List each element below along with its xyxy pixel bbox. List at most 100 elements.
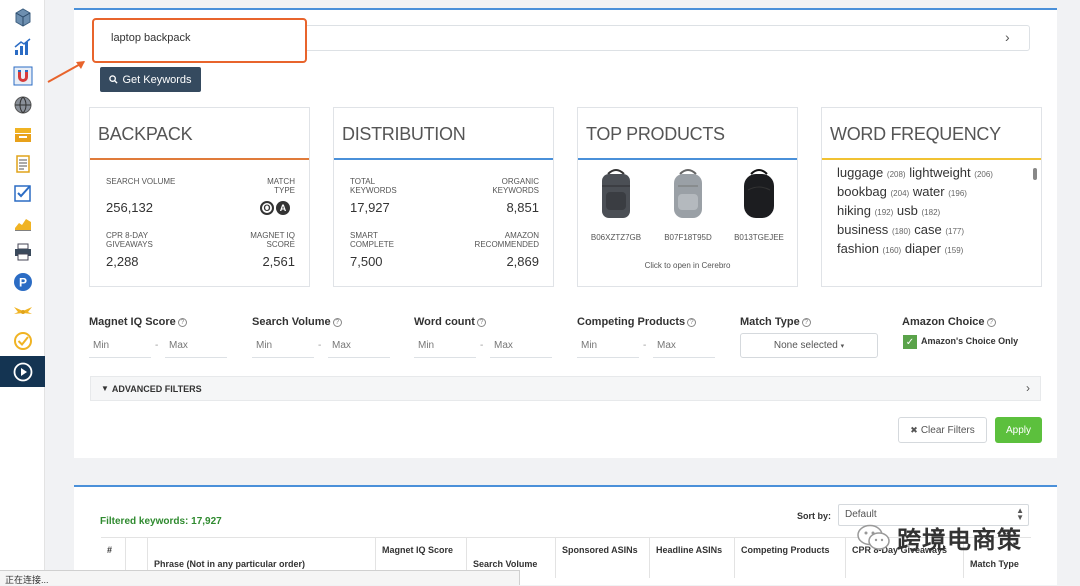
help-icon[interactable]: ? — [476, 318, 486, 327]
line-chart-icon — [14, 218, 31, 231]
column-header[interactable]: Magnet IQ Score — [375, 538, 466, 578]
product-item[interactable]: B06XZTZ7GB — [586, 166, 646, 242]
sort-selected: Default — [845, 509, 877, 520]
help-icon[interactable]: ? — [801, 318, 811, 327]
sidebar-item-wings[interactable] — [0, 296, 45, 325]
help-icon[interactable]: ? — [332, 318, 342, 327]
close-icon: ✖ — [910, 424, 918, 435]
help-icon[interactable]: ? — [986, 318, 996, 327]
magnet-iq-label: MAGNET IQ SCORE — [250, 231, 295, 249]
word: diaper — [904, 241, 941, 256]
checklist-icon — [13, 184, 31, 202]
range-dash: - — [155, 340, 159, 351]
wings-icon — [13, 306, 32, 314]
magnet-iq-min-input[interactable]: Min — [89, 336, 151, 358]
competing-products-max-input[interactable]: Max — [653, 336, 715, 358]
search-volume-value: 256,132 — [106, 200, 153, 215]
globe-icon — [14, 96, 31, 113]
parking-p-icon: P — [13, 272, 32, 291]
get-keywords-button[interactable]: Get Keywords — [100, 67, 201, 92]
word-frequency-card: WORD FREQUENCY luggage (208) lightweight… — [821, 107, 1042, 287]
column-header[interactable]: Headline ASINs — [649, 538, 734, 578]
column-header[interactable]: CPR 8-Day Giveaways — [845, 538, 963, 578]
sidebar-item-print[interactable] — [0, 237, 45, 266]
chevron-right-icon[interactable]: › — [1005, 29, 1010, 45]
match-type-selected: None selected — [773, 340, 838, 351]
svg-text:P: P — [18, 275, 26, 289]
range-dash: - — [318, 340, 322, 351]
sidebar-item-magnet[interactable] — [0, 61, 45, 90]
product-item[interactable]: B07F18T95D — [658, 166, 718, 242]
help-icon[interactable]: ? — [687, 318, 697, 327]
sort-select[interactable]: Default ▲ ▼ — [838, 504, 1029, 526]
word-count: (196) — [948, 189, 967, 198]
word-count: (180) — [891, 227, 911, 236]
product-item[interactable]: B013TGEJEE — [729, 166, 789, 242]
product-asin[interactable]: B013TGEJEE — [734, 233, 784, 242]
word-frequency-row: bookbag (204) water (196) — [837, 184, 967, 199]
magnet-icon — [13, 66, 32, 85]
card-divider — [334, 158, 553, 160]
word-count: (182) — [921, 208, 941, 217]
match-type-select[interactable]: None selected ▾ — [740, 333, 878, 358]
column-header[interactable] — [125, 538, 147, 578]
range-dash: - — [480, 340, 484, 351]
caret-down-icon: ▾ — [840, 342, 845, 350]
printer-icon — [14, 243, 31, 260]
sidebar-item-check[interactable] — [0, 326, 45, 355]
card-title: WORD FREQUENCY — [830, 124, 1001, 144]
bar-chart-icon — [14, 37, 30, 55]
play-circle-icon — [13, 362, 32, 381]
word: lightweight — [909, 165, 971, 180]
word: fashion — [837, 241, 879, 256]
search-volume-min-input[interactable]: Min — [252, 336, 314, 358]
sidebar-item-globe[interactable] — [0, 90, 45, 119]
watermark: 跨境电商策 — [857, 520, 1022, 555]
competing-products-min-input[interactable]: Min — [577, 336, 639, 358]
open-in-cerebro-link[interactable]: Click to open in Cerebro — [644, 261, 731, 270]
chevron-right-icon: › — [1026, 381, 1030, 395]
cpr-giveaways-value: 2,288 — [106, 254, 139, 269]
card-title: DISTRIBUTION — [342, 124, 466, 144]
word: usb — [896, 203, 918, 218]
distribution-card: DISTRIBUTION TOTAL KEYWORDS 17,927 ORGAN… — [333, 107, 554, 287]
filter-label-text: Competing Products — [577, 316, 686, 328]
filter-funnel-icon: ▼ — [101, 384, 109, 393]
search-volume-label: SEARCH VOLUME — [106, 177, 176, 186]
sidebar-item-trends[interactable] — [0, 208, 45, 237]
product-asin[interactable]: B07F18T95D — [664, 233, 712, 242]
search-volume-max-input[interactable]: Max — [328, 336, 390, 358]
sidebar-item-documents[interactable] — [0, 149, 45, 178]
column-header[interactable]: Competing Products — [734, 538, 845, 578]
word-count-min-input[interactable]: Min — [414, 336, 476, 358]
word-count-max-input[interactable]: Max — [490, 336, 552, 358]
amazon-choice-checkbox[interactable]: ✓ — [903, 335, 917, 349]
word-frequency-row: luggage (208) lightweight (206) — [837, 165, 993, 180]
sidebar-item-product-database[interactable] — [0, 2, 45, 31]
help-icon[interactable]: ? — [177, 318, 187, 327]
advanced-filters-toggle[interactable]: ▼ ADVANCED FILTERS › — [90, 376, 1041, 401]
search-input[interactable]: laptop backpack — [111, 32, 191, 44]
word-frequency-scrollbar[interactable] — [1033, 168, 1037, 180]
product-asin[interactable]: B06XZTZ7GB — [590, 233, 642, 242]
sidebar-item-checklist[interactable] — [0, 178, 45, 207]
word: water — [912, 184, 945, 199]
cpr-giveaways-label: CPR 8-DAY GIVEAWAYS — [106, 231, 153, 249]
column-header[interactable]: Phrase (Not in any particular order) — [147, 538, 375, 578]
sidebar-item-inbox[interactable] — [0, 120, 45, 149]
magnet-iq-max-input[interactable]: Max — [165, 336, 227, 358]
column-header[interactable]: Sponsored ASINs — [555, 538, 649, 578]
card-divider — [578, 158, 797, 160]
backpack-card: BACKPACK SEARCH VOLUME 256,132 MATCH TYP… — [89, 107, 310, 287]
column-header[interactable]: # — [107, 545, 113, 555]
amazon-choice-checkbox-label[interactable]: Amazon's Choice Only — [921, 336, 1019, 346]
sidebar-item-parking[interactable]: P — [0, 267, 45, 296]
magnet-iq-value: 2,561 — [262, 254, 295, 269]
search-input-highlight[interactable] — [92, 18, 307, 63]
sidebar-item-analytics[interactable] — [0, 32, 45, 61]
column-header[interactable]: Match Type — [963, 538, 1031, 578]
apply-button[interactable]: Apply — [995, 417, 1042, 443]
column-header[interactable]: Search Volume — [466, 538, 555, 578]
clear-filters-button[interactable]: ✖ Clear Filters — [898, 417, 987, 443]
sidebar-item-video[interactable] — [0, 356, 45, 387]
